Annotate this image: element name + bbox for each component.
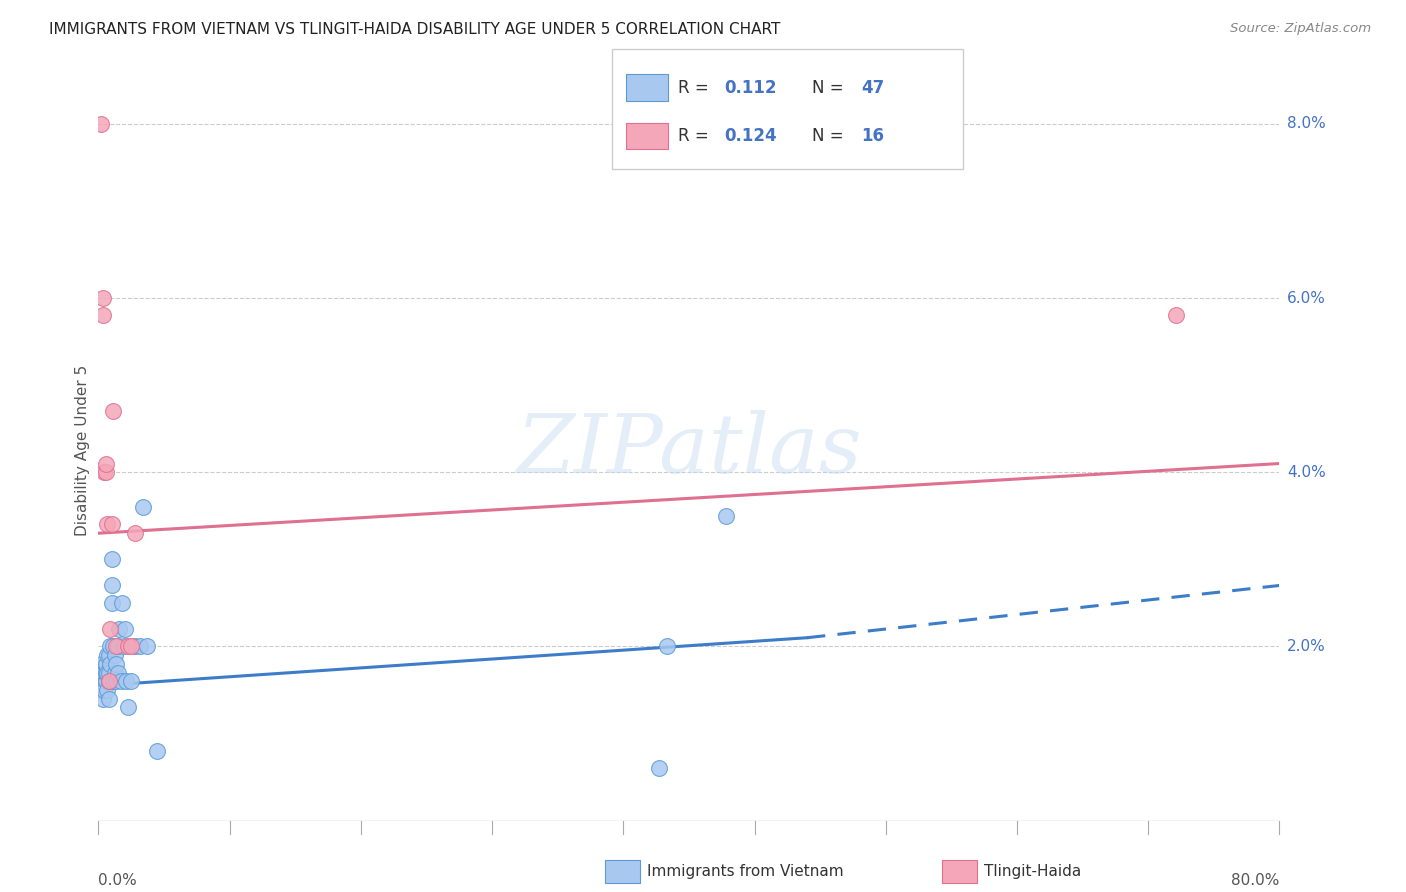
Text: 0.124: 0.124 — [724, 127, 776, 145]
Point — [117, 640, 139, 654]
Text: N =: N = — [813, 78, 849, 96]
Point — [114, 622, 136, 636]
Point — [98, 674, 121, 689]
Point — [97, 665, 120, 680]
Point — [112, 640, 135, 654]
Point — [100, 578, 122, 592]
Point — [96, 683, 118, 698]
Point — [98, 640, 121, 654]
Point — [94, 457, 117, 471]
Point — [120, 640, 142, 654]
Point — [124, 640, 146, 654]
Point — [105, 657, 128, 671]
Point — [1166, 309, 1188, 323]
Point — [97, 674, 120, 689]
Y-axis label: Disability Age Under 5: Disability Age Under 5 — [75, 365, 90, 536]
Point — [96, 517, 118, 532]
Point — [94, 665, 117, 680]
Point — [107, 665, 129, 680]
Text: N =: N = — [813, 127, 849, 145]
Point — [120, 674, 142, 689]
Point — [128, 640, 150, 654]
Point — [91, 291, 114, 305]
Text: 16: 16 — [860, 127, 884, 145]
Point — [91, 665, 114, 680]
Point — [100, 596, 122, 610]
Point — [107, 640, 129, 654]
Point — [97, 691, 120, 706]
Point — [97, 648, 120, 662]
Text: 4.0%: 4.0% — [1286, 465, 1326, 480]
Point — [100, 552, 122, 566]
Point — [97, 674, 120, 689]
Text: 8.0%: 8.0% — [1286, 116, 1326, 131]
Point — [100, 517, 122, 532]
Point — [108, 622, 131, 636]
Point — [90, 657, 112, 671]
Point — [136, 640, 159, 654]
Point — [91, 691, 114, 706]
Point — [105, 640, 128, 654]
Point — [124, 526, 146, 541]
Point — [94, 674, 117, 689]
Point — [104, 665, 127, 680]
Text: 2.0%: 2.0% — [1286, 639, 1326, 654]
Text: 0.112: 0.112 — [724, 78, 776, 96]
Point — [655, 640, 678, 654]
Point — [110, 674, 132, 689]
Text: 47: 47 — [860, 78, 884, 96]
Point — [94, 465, 117, 479]
Text: R =: R = — [678, 78, 714, 96]
Point — [96, 665, 118, 680]
Text: 0.0%: 0.0% — [98, 873, 138, 888]
Text: Immigrants from Vietnam: Immigrants from Vietnam — [647, 864, 844, 879]
Point — [105, 674, 128, 689]
Text: 6.0%: 6.0% — [1286, 291, 1326, 306]
Point — [96, 648, 118, 662]
Point — [714, 508, 737, 523]
Text: 80.0%: 80.0% — [1232, 873, 1279, 888]
Text: R =: R = — [678, 127, 714, 145]
Point — [115, 674, 138, 689]
Text: Source: ZipAtlas.com: Source: ZipAtlas.com — [1230, 22, 1371, 36]
Text: Tlingit-Haida: Tlingit-Haida — [984, 864, 1081, 879]
Point — [117, 700, 139, 714]
Point — [90, 683, 112, 698]
Point — [93, 665, 115, 680]
Point — [93, 683, 115, 698]
Text: IMMIGRANTS FROM VIETNAM VS TLINGIT-HAIDA DISABILITY AGE UNDER 5 CORRELATION CHAR: IMMIGRANTS FROM VIETNAM VS TLINGIT-HAIDA… — [49, 22, 780, 37]
Text: ZIPatlas: ZIPatlas — [516, 410, 862, 491]
Point — [91, 309, 114, 323]
Point — [104, 648, 127, 662]
Point — [648, 761, 671, 775]
Point — [94, 657, 117, 671]
Point — [98, 622, 121, 636]
Point — [111, 596, 134, 610]
Point — [90, 117, 112, 131]
Point — [98, 657, 121, 671]
Point — [103, 674, 125, 689]
Point — [146, 744, 169, 758]
Point — [132, 500, 155, 514]
Point — [93, 465, 115, 479]
Point — [103, 640, 125, 654]
Point — [89, 674, 111, 689]
Point — [103, 404, 125, 418]
